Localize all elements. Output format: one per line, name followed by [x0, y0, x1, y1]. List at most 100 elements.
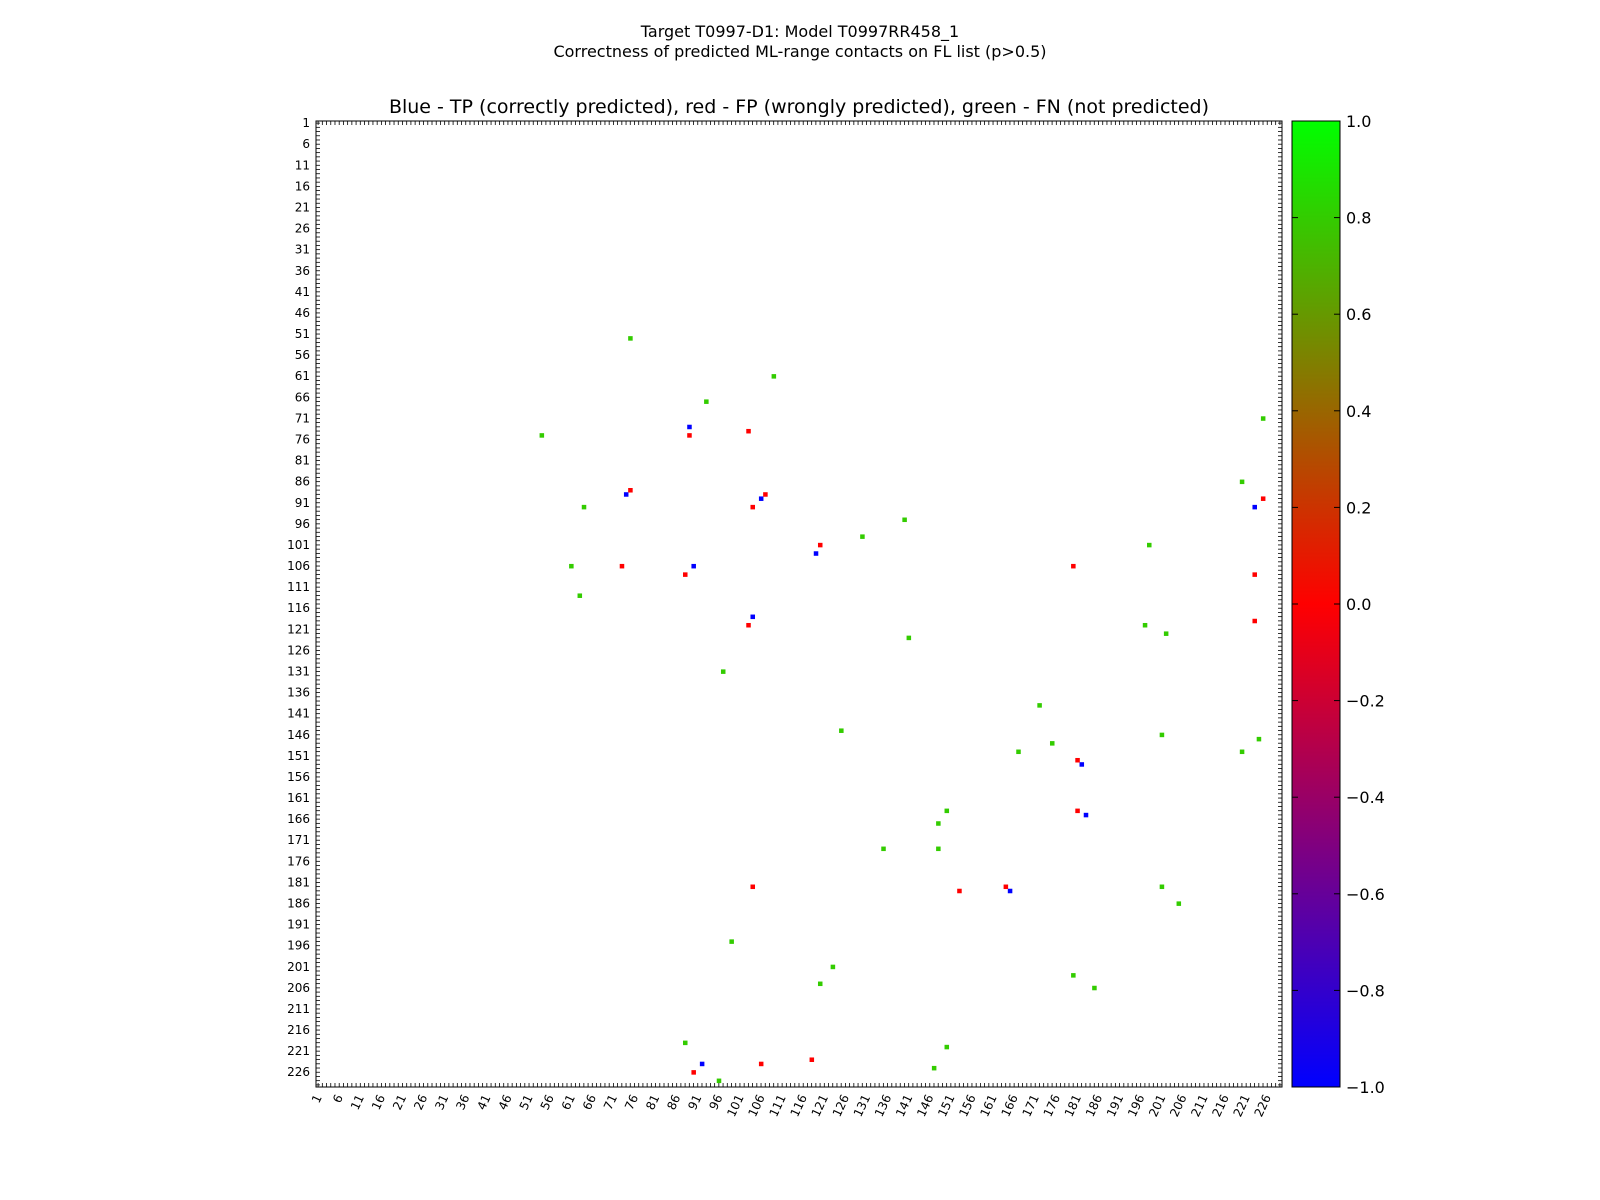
y-tick-label: 201 [287, 960, 310, 974]
contact-cell-fp [1252, 618, 1257, 624]
contact-cell-fp [1071, 563, 1076, 569]
contact-cell-fn [1049, 741, 1055, 746]
x-tick-label: 41 [474, 1092, 493, 1112]
x-tick-label: 131 [851, 1092, 873, 1119]
suptitle-line1: Target T0997-D1: Model T0997RR458_1 [640, 22, 960, 41]
x-tick-label: 101 [724, 1092, 746, 1119]
x-tick-label: 201 [1146, 1092, 1168, 1119]
x-tick-label: 136 [872, 1092, 894, 1119]
contact-cell-fn [936, 821, 941, 826]
contact-cell-fn [1239, 479, 1245, 485]
x-tick-label: 76 [622, 1092, 641, 1112]
contact-cell-fn [1256, 736, 1262, 742]
colorbar-tick-label: 0.4 [1346, 402, 1371, 421]
colorbar [1291, 120, 1341, 1088]
y-tick-label: 146 [287, 728, 310, 742]
x-tick-label: 91 [685, 1092, 704, 1112]
y-tick-label: 121 [287, 622, 310, 636]
contact-cell-fn [1260, 416, 1266, 421]
y-tick-label: 36 [295, 264, 310, 278]
y-tick-label: 46 [295, 306, 310, 320]
contact-cell-tp [1079, 762, 1085, 767]
y-tick-label: 156 [287, 770, 310, 784]
y-tick-label: 41 [295, 285, 310, 299]
plot-title: Blue - TP (correctly predicted), red - F… [389, 96, 1209, 118]
y-tick-label: 106 [287, 559, 310, 573]
y-tick-label: 226 [287, 1065, 310, 1079]
contact-cell-tp [1007, 888, 1013, 894]
contact-cell-tp [1083, 812, 1089, 818]
plot-area [316, 121, 1282, 1087]
x-tick-label: 171 [1020, 1092, 1042, 1119]
y-tick-label: 206 [287, 981, 310, 995]
x-tick-label: 121 [809, 1092, 831, 1119]
colorbar-tick-label: −0.8 [1346, 981, 1385, 1000]
x-tick-label: 31 [432, 1092, 451, 1112]
contact-cell-fn [839, 728, 844, 733]
contact-cell-tp [687, 424, 692, 430]
contact-cell-fn [1147, 542, 1152, 548]
y-tick-label: 181 [287, 875, 310, 889]
contact-cell-fp [750, 504, 756, 510]
contact-cell-tp [623, 492, 629, 497]
contact-cell-fp [1075, 808, 1080, 814]
contact-cell-fp [763, 492, 768, 497]
y-tick-label: 11 [295, 158, 310, 172]
x-tick-label: 61 [559, 1092, 578, 1112]
contact-cell-fn [817, 981, 823, 987]
y-tick-label: 21 [295, 200, 310, 214]
contact-cell-fn [771, 374, 777, 379]
contact-cell-fn [1092, 985, 1097, 991]
contact-cell-fp [809, 1057, 815, 1062]
contact-cell-fn [1142, 622, 1148, 628]
x-tick-label: 156 [956, 1092, 978, 1119]
contact-cell-fp [687, 433, 692, 438]
x-tick-label: 161 [977, 1092, 999, 1119]
x-tick-label: 36 [453, 1092, 472, 1112]
colorbar-tick-label: −0.6 [1346, 885, 1385, 904]
suptitle-line2: Correctness of predicted ML-range contac… [553, 42, 1047, 61]
x-tick-label: 16 [369, 1092, 388, 1112]
contact-cell-fn [1163, 631, 1169, 636]
x-tick-label: 11 [348, 1092, 367, 1112]
y-tick-label: 101 [287, 538, 310, 552]
y-tick-label: 116 [287, 601, 310, 615]
contact-cell-fn [1176, 901, 1182, 906]
y-tick-label: 51 [295, 327, 310, 341]
x-tick-label: 81 [643, 1092, 662, 1112]
y-tick-label: 81 [295, 454, 310, 468]
x-tick-label: 71 [601, 1092, 620, 1112]
x-tick-label: 141 [893, 1092, 915, 1119]
y-tick-label: 31 [295, 243, 310, 257]
y-tick-label: 26 [295, 222, 310, 236]
contact-cell-fn [581, 504, 587, 510]
contact-cell-tp [758, 496, 764, 501]
contact-cell-fn [1159, 884, 1165, 890]
contact-cell-fp [746, 622, 751, 628]
contact-cell-fn [729, 939, 734, 944]
contact-cell-fn [830, 964, 836, 970]
contact-cell-fn [1016, 749, 1021, 755]
contact-cell-fn [944, 808, 950, 814]
contact-cell-fp [619, 563, 625, 569]
colorbar-tick-label: −0.2 [1346, 692, 1385, 711]
contact-cell-fn [539, 433, 545, 438]
plot-frame [315, 120, 1283, 1088]
y-tick-label: 161 [287, 791, 310, 805]
contact-cell-fp [691, 1070, 696, 1075]
y-tick-label: 211 [287, 1002, 310, 1016]
x-tick-label: 186 [1083, 1092, 1105, 1119]
contact-cell-tp [691, 563, 696, 569]
y-tick-label: 166 [287, 812, 310, 826]
x-tick-label: 1 [309, 1092, 325, 1105]
x-tick-label: 196 [1125, 1092, 1147, 1119]
x-tick-label: 221 [1230, 1092, 1252, 1119]
colorbar-tick-label: 1.0 [1346, 112, 1371, 131]
contact-cell-fp [746, 428, 751, 434]
y-tick-label: 56 [295, 348, 310, 362]
contact-cell-tp [750, 614, 756, 620]
y-tick-label: 16 [295, 179, 310, 193]
x-tick-label: 51 [517, 1092, 536, 1112]
x-tick-label: 146 [914, 1092, 936, 1119]
contact-cell-fn [931, 1065, 937, 1071]
